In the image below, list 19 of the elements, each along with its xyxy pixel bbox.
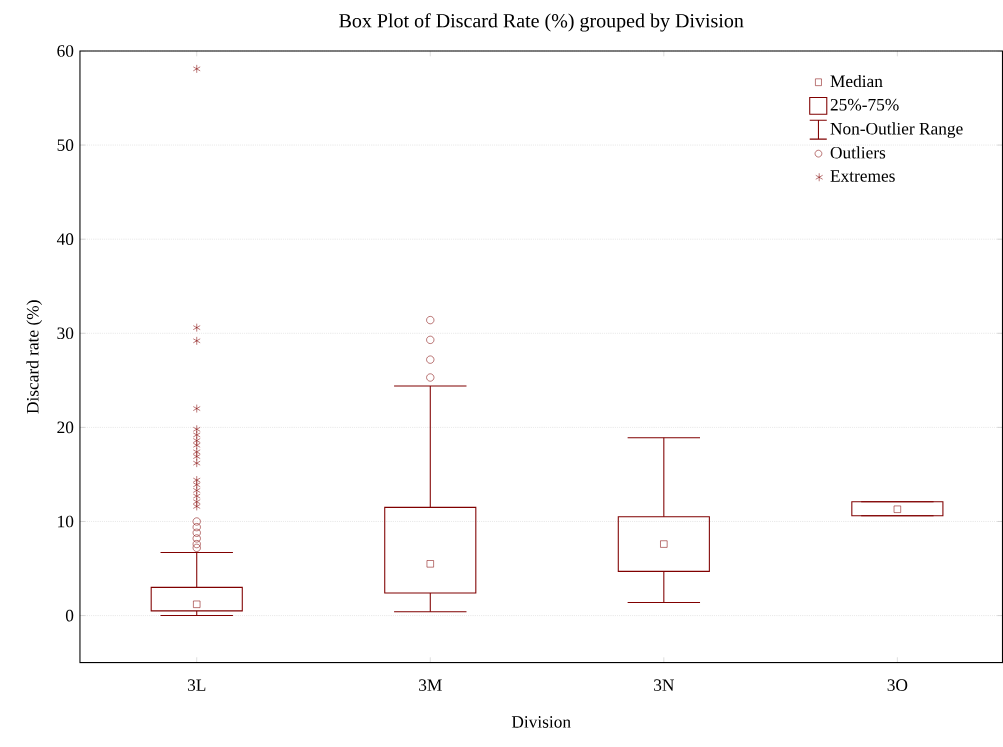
y-tick-label: 10 xyxy=(58,515,74,528)
y-tick-label: 40 xyxy=(56,233,74,246)
legend-label: Extremes xyxy=(830,170,895,182)
chart-title: Box Plot of Discard Rate (%) grouped by Division xyxy=(339,13,744,32)
annotation: Median xyxy=(830,75,883,88)
x-tick-label: 3N xyxy=(654,679,675,692)
x-axis-title: Division xyxy=(511,716,571,728)
y-tick-label: 0 xyxy=(65,609,74,622)
x-tick-label: 3L xyxy=(187,679,206,692)
y-tick-label: 60 xyxy=(57,45,74,58)
y-tick-label: 50 xyxy=(57,139,74,152)
x-tick-label: 3O xyxy=(887,679,908,692)
y-axis-title: Discard rate (%) xyxy=(26,300,43,414)
y-tick-label: 30 xyxy=(57,327,74,340)
x-tick-label: 3M xyxy=(419,679,442,692)
annotation: Non-Outlier Range xyxy=(830,122,963,139)
annotation: 25%-75% xyxy=(830,99,899,111)
y-tick-label: 20 xyxy=(57,421,74,434)
annotation: Outliers xyxy=(830,146,886,159)
